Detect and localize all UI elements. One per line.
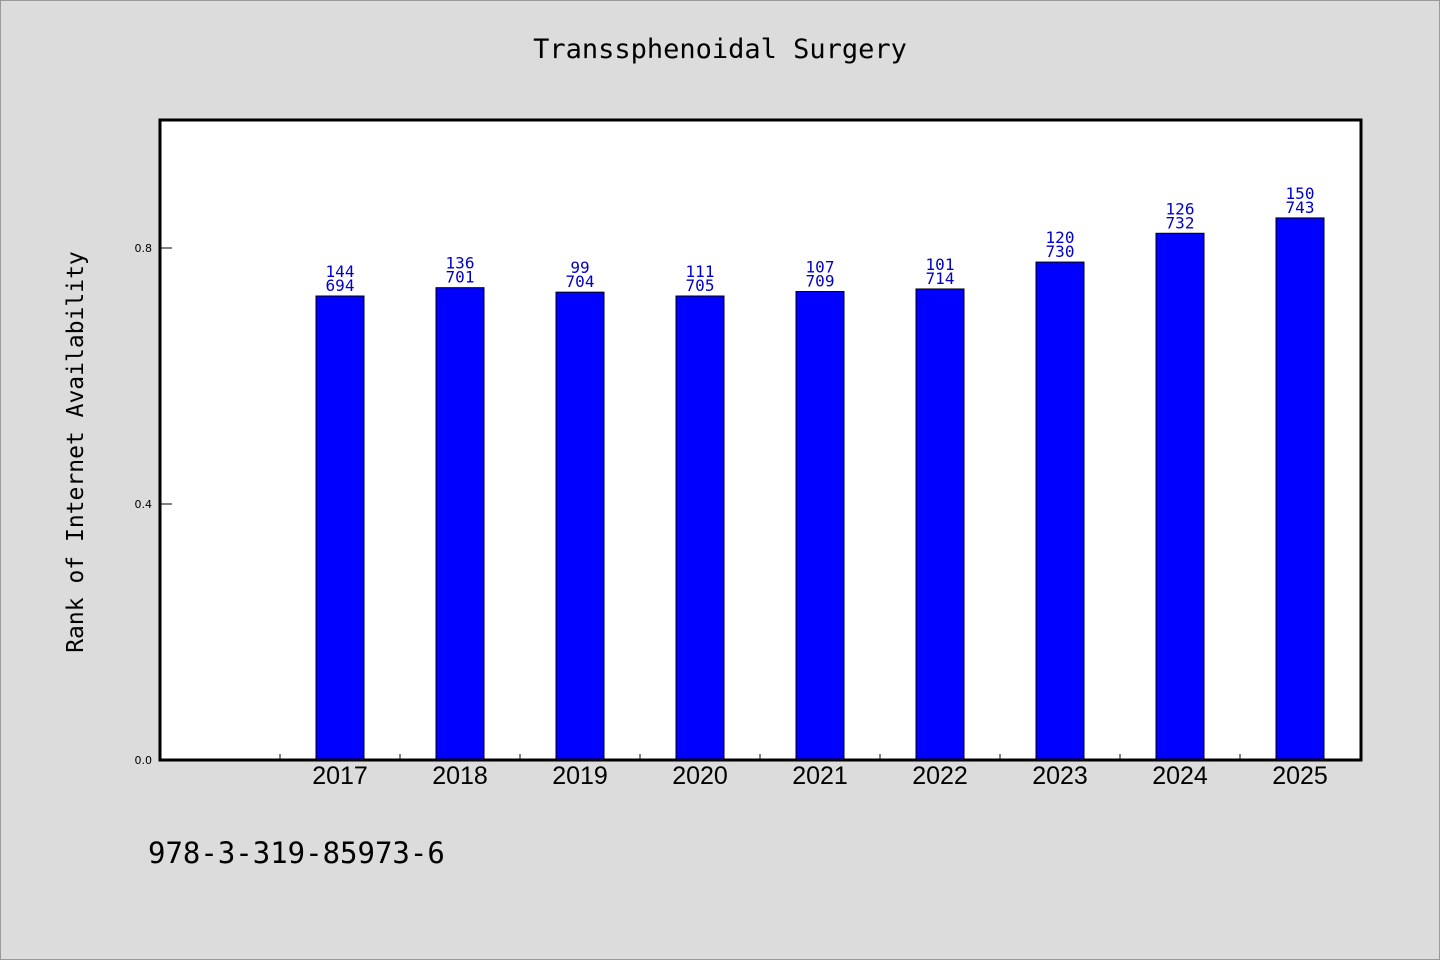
x-tick-label-2024: 2024 [1152,762,1208,790]
bar-2023 [1035,261,1085,761]
y-tick-label: 0.0 [135,754,153,767]
x-tick-label-2023: 2023 [1032,762,1088,790]
y-tick-label: 0.8 [135,242,153,255]
bar-label-bottom-2017: 694 [326,276,355,295]
y-tick-label: 0.4 [135,498,153,511]
bar-2022 [915,288,965,761]
isbn-text: 978-3-319-85973-6 [148,836,445,870]
x-tick-label-2025: 2025 [1272,762,1328,790]
bar-2018 [435,287,485,761]
x-tick-label-2019: 2019 [552,762,608,790]
bar-label-top-2020: 111 [686,262,715,281]
bar-label-top-2023: 120 [1046,228,1075,247]
bar-2019 [555,291,605,761]
bar-2021 [795,291,845,761]
bar-label-bottom-2024: 732 [1166,213,1195,232]
bar-label-top-2017: 144 [326,262,355,281]
bar-label-bottom-2023: 730 [1046,242,1075,261]
x-tick-label-2017: 2017 [312,762,368,790]
bar-label-top-2019: 99 [570,258,589,277]
bar-2020 [675,295,725,761]
bar-2017 [315,295,365,761]
bar-label-bottom-2025: 743 [1286,198,1315,217]
bar-label-top-2021: 107 [806,258,835,277]
bar-label-bottom-2020: 705 [686,276,715,295]
bar-label-bottom-2022: 714 [926,269,955,288]
bar-label-bottom-2021: 709 [806,272,835,291]
x-tick-label-2022: 2022 [912,762,968,790]
bar-label-top-2018: 136 [446,254,475,273]
chart-title: Transsphenoidal Surgery [533,34,907,65]
x-tick-label-2018: 2018 [432,762,488,790]
bar-2024 [1155,232,1205,761]
x-tick-label-2020: 2020 [672,762,728,790]
bar-2025 [1275,217,1325,761]
bar-label-bottom-2019: 704 [566,272,595,291]
x-tick-label-2021: 2021 [792,762,848,790]
bar-label-bottom-2018: 701 [446,268,475,287]
bar-label-top-2025: 150 [1286,184,1315,203]
bar-label-top-2024: 126 [1166,199,1195,218]
bar-label-top-2022: 101 [926,255,955,274]
plot-border [158,118,1363,762]
